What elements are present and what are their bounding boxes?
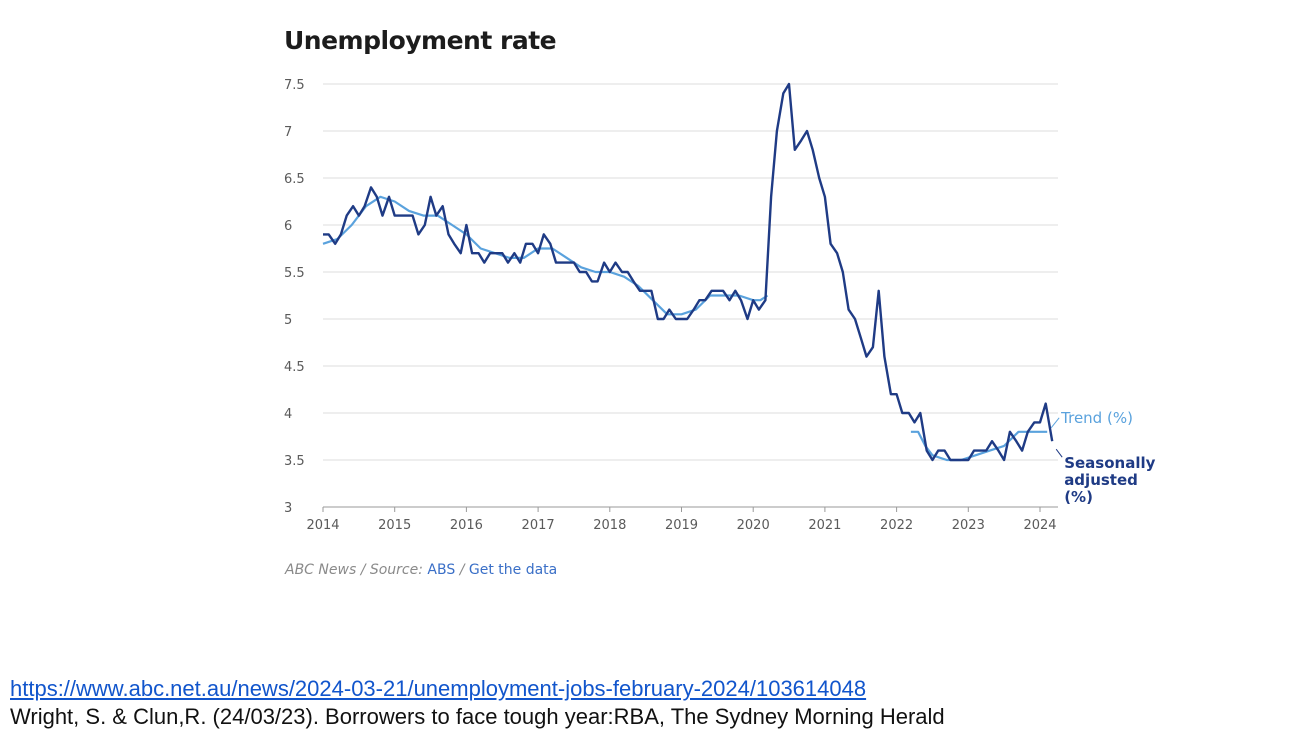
source-separator: / — [455, 562, 469, 578]
source-prefix: ABC News / Source: — [285, 562, 428, 578]
x-tick-label: 2017 — [522, 518, 555, 533]
chart-title: Unemployment rate — [284, 26, 557, 55]
unemployment-line-chart: 7.576.565.554.543.53 2014 2015 2016 2017 201… — [284, 78, 1156, 533]
y-tick-label: 7.5 — [284, 78, 305, 93]
x-tick-label: 2024 — [1023, 518, 1056, 533]
x-axis-ticks: 2014 2015 2016 2017 2018 2019 2020 2021 2022 2023… — [306, 507, 1057, 533]
article-url-link[interactable]: https://www.abc.net.au/news/2024-03-21/u… — [10, 676, 867, 701]
y-tick-label: 5.5 — [284, 266, 305, 281]
series-lines — [322, 82, 1054, 462]
legend-sa-label-line3: (%) — [1064, 488, 1093, 506]
x-tick-label: 2020 — [737, 518, 770, 533]
y-tick-label: 5 — [284, 313, 292, 328]
y-tick-label: 7 — [284, 125, 292, 140]
source-line: ABC News / Source: ABS / Get the data — [285, 562, 557, 578]
series-line-seasonally-adjusted — [323, 82, 1054, 462]
x-tick-label: 2023 — [952, 518, 985, 533]
legend-trend-label: Trend (%) — [1060, 409, 1133, 427]
sa-label-leader — [1055, 448, 1063, 458]
y-tick-label: 6 — [284, 219, 292, 234]
y-axis-ticks: 7.5 7 6.5 6 5.5 5 4.5 4 3.5 3 — [284, 78, 305, 516]
legend-sa-label-line2: adjusted — [1064, 471, 1138, 489]
trend-label-leader — [1050, 417, 1060, 429]
y-tick-label: 4 — [284, 407, 292, 422]
y-tick-label: 3.5 — [284, 454, 305, 469]
y-tick-label: 3 — [284, 501, 292, 516]
x-tick-label: 2018 — [593, 518, 626, 533]
legend-sa-label-line1: Seasonally — [1064, 454, 1155, 472]
gridlines — [323, 83, 1058, 508]
source-abs-link[interactable]: ABS — [427, 562, 456, 578]
y-tick-label: 6.5 — [284, 172, 305, 187]
x-tick-label: 2019 — [665, 518, 698, 533]
series-line-trend-1 — [322, 195, 769, 316]
x-tick-label: 2022 — [880, 518, 913, 533]
get-the-data-link[interactable]: Get the data — [468, 562, 558, 578]
x-tick-label: 2021 — [808, 518, 841, 533]
y-tick-label: 4.5 — [284, 360, 305, 375]
x-tick-label: 2014 — [306, 518, 339, 533]
citation-text: Wright, S. & Clun,R. (24/03/23). Borrowe… — [10, 704, 945, 729]
legend: Trend (%) Seasonally adjusted (%) — [1050, 409, 1156, 506]
x-tick-label: 2015 — [378, 518, 411, 533]
x-tick-label: 2016 — [450, 518, 483, 533]
